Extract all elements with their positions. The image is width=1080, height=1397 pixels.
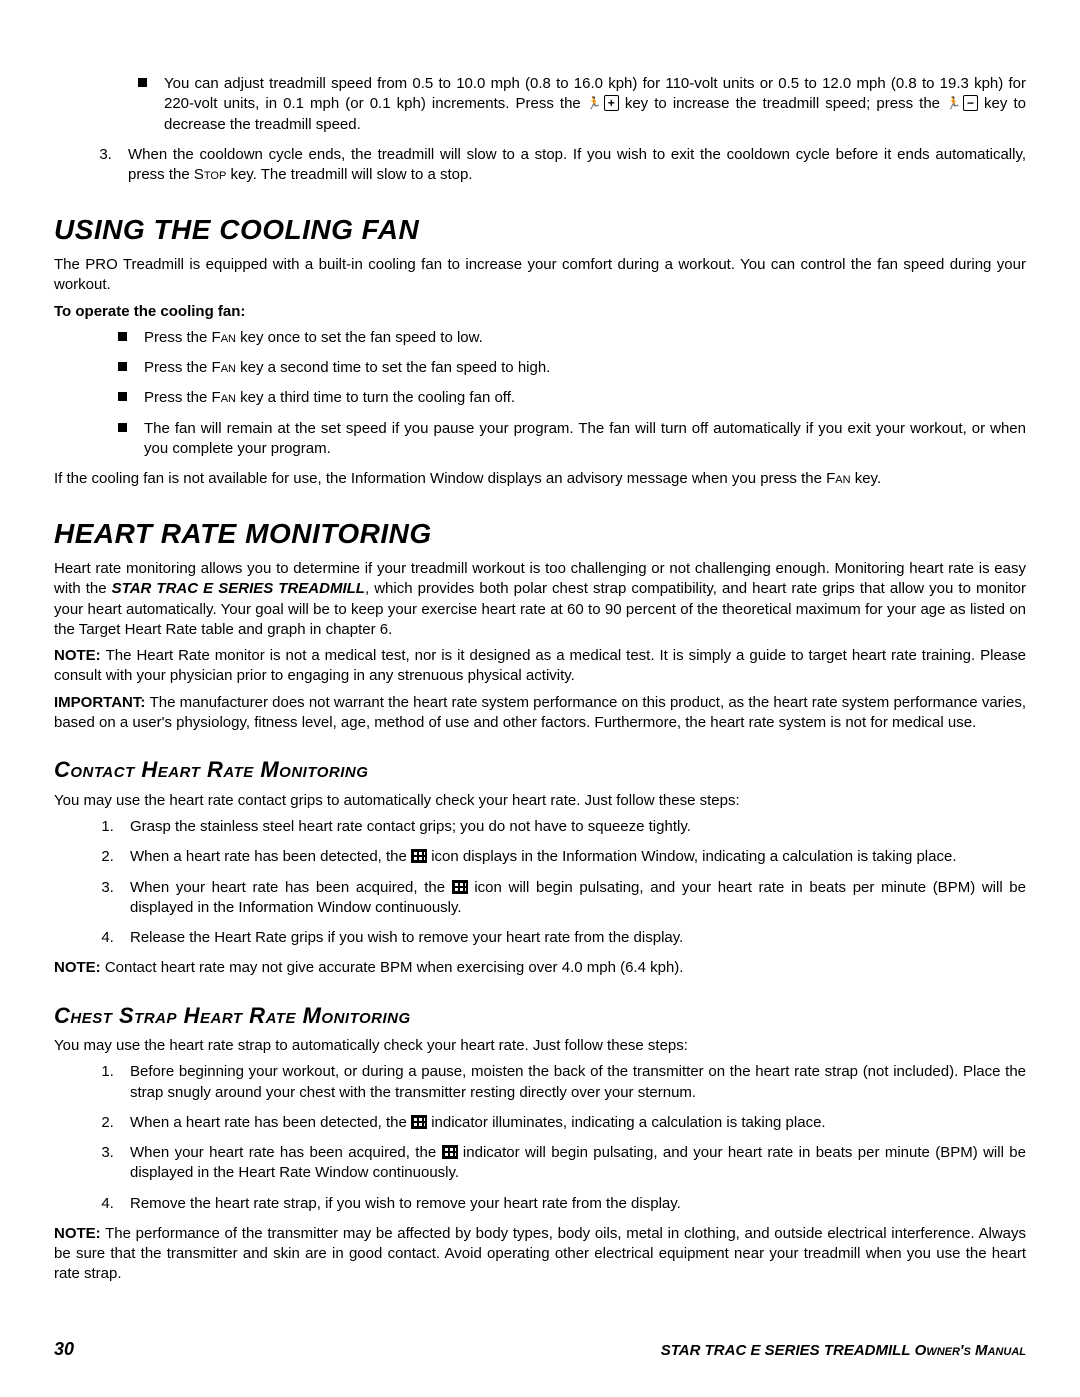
hr-paragraph: Heart rate monitoring allows you to dete… <box>54 559 1026 640</box>
fan-step: Press the Fan key a third time to turn t… <box>118 388 1026 408</box>
contact-note: NOTE: Contact heart rate may not give ac… <box>54 958 1026 978</box>
brand-name: STAR TRAC E SERIES TREADMILL <box>112 580 365 597</box>
speed-adjust-bullet: You can adjust treadmill speed from 0.5 … <box>138 74 1026 135</box>
fan-key-label: Fan <box>826 470 850 487</box>
contact-step: When a heart rate has been detected, the… <box>118 847 1026 867</box>
chest-step: When a heart rate has been detected, the… <box>118 1113 1026 1133</box>
plus-key-icon: + <box>604 95 619 111</box>
fan-step: Press the Fan key a second time to set t… <box>118 358 1026 378</box>
heading-heart-rate: HEART RATE MONITORING <box>54 515 1026 553</box>
text: key. The treadmill will slow to a stop. <box>226 166 472 183</box>
cooldown-step: When the cooldown cycle ends, the treadm… <box>116 145 1026 186</box>
fan-operate-label: To operate the cooling fan: <box>54 302 1026 322</box>
fan-intro: The PRO Treadmill is equipped with a bui… <box>54 255 1026 296</box>
fan-key-label: Fan <box>212 389 236 406</box>
note-label: NOTE: <box>54 647 106 664</box>
stop-key-label: Stop <box>194 166 226 183</box>
heart-rate-icon <box>442 1145 458 1159</box>
heading-cooling-fan: USING THE COOLING FAN <box>54 211 1026 249</box>
contact-step: When your heart rate has been acquired, … <box>118 878 1026 919</box>
manual-page: You can adjust treadmill speed from 0.5 … <box>0 0 1080 1397</box>
contact-step: Release the Heart Rate grips if you wish… <box>118 928 1026 948</box>
manual-title: STAR TRAC E SERIES TREADMILL Owner's Man… <box>661 1341 1026 1361</box>
fan-key-label: Fan <box>212 359 236 376</box>
hr-note: NOTE: The Heart Rate monitor is not a me… <box>54 646 1026 687</box>
fan-outro: If the cooling fan is not available for … <box>54 469 1026 489</box>
note-label: NOTE: <box>54 959 101 976</box>
note-label: NOTE: <box>54 1225 101 1242</box>
important-label: IMPORTANT: <box>54 694 150 711</box>
runner-icon: 🏃 <box>587 96 604 110</box>
minus-key-icon: − <box>963 95 978 111</box>
contact-step: Grasp the stainless steel heart rate con… <box>118 817 1026 837</box>
heading-chest-hr: Chest Strap Heart Rate Monitoring <box>54 1001 1026 1031</box>
heading-contact-hr: Contact Heart Rate Monitoring <box>54 755 1026 785</box>
chest-note: NOTE: The performance of the transmitter… <box>54 1224 1026 1285</box>
fan-step: Press the Fan key once to set the fan sp… <box>118 328 1026 348</box>
chest-intro: You may use the heart rate strap to auto… <box>54 1036 1026 1056</box>
text: key to increase the treadmill speed; pre… <box>625 95 946 112</box>
runner-icon: 🏃 <box>946 96 963 110</box>
chest-step: Before beginning your workout, or during… <box>118 1062 1026 1103</box>
hr-important: IMPORTANT: The manufacturer does not war… <box>54 693 1026 734</box>
chest-step: Remove the heart rate strap, if you wish… <box>118 1194 1026 1214</box>
page-number: 30 <box>54 1337 74 1361</box>
fan-key-label: Fan <box>212 329 236 346</box>
heart-rate-icon <box>452 880 468 894</box>
page-footer: 30 STAR TRAC E SERIES TREADMILL Owner's … <box>54 1337 1026 1361</box>
heart-rate-icon <box>411 1115 427 1129</box>
heart-rate-icon <box>411 849 427 863</box>
fan-step: The fan will remain at the set speed if … <box>118 419 1026 460</box>
chest-step: When your heart rate has been acquired, … <box>118 1143 1026 1184</box>
contact-intro: You may use the heart rate contact grips… <box>54 791 1026 811</box>
